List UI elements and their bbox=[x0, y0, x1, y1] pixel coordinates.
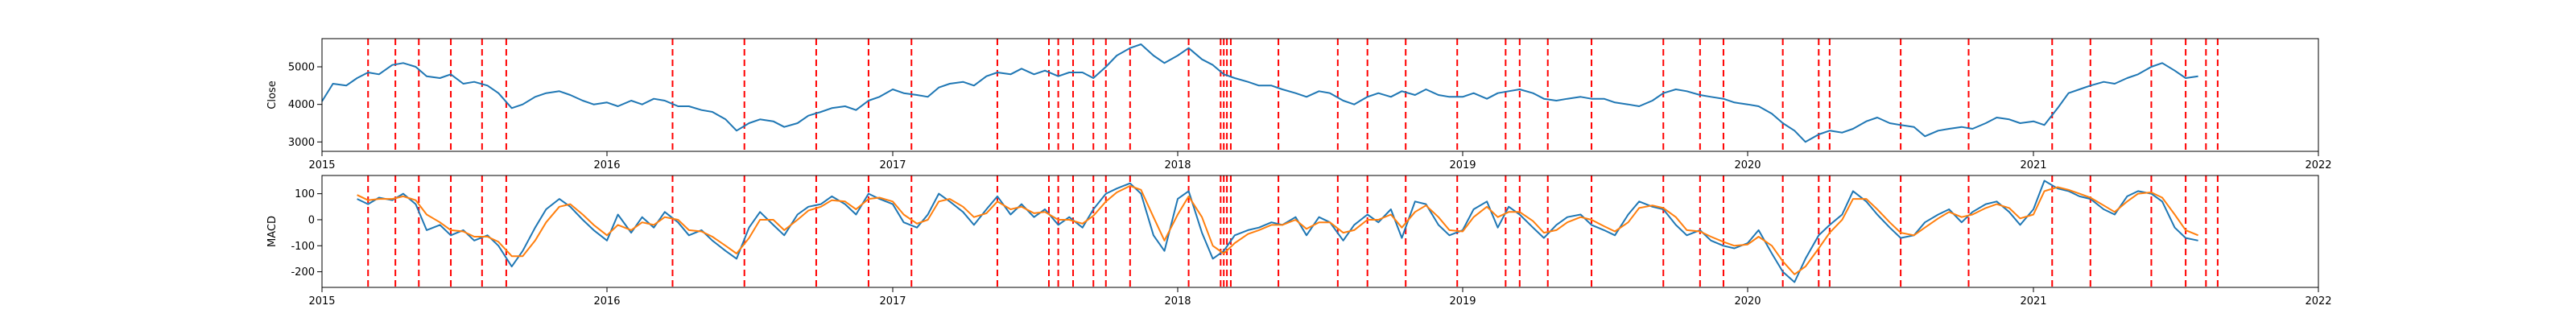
y-tick-label: 3000 bbox=[288, 137, 315, 149]
x-tick-label: 2021 bbox=[2020, 159, 2046, 171]
close-series-line bbox=[321, 43, 2198, 143]
x-tick-label: 2018 bbox=[1164, 295, 1191, 308]
plot-frame bbox=[321, 38, 2319, 152]
y-tick-label: -200 bbox=[291, 266, 315, 279]
y-tick-label: 4000 bbox=[288, 99, 315, 111]
signal-series-line bbox=[357, 184, 2198, 275]
x-tick-label: 2015 bbox=[308, 159, 335, 171]
x-tick-label: 2018 bbox=[1164, 159, 1191, 171]
x-tick-label: 2019 bbox=[1449, 295, 1476, 308]
x-tick-label: 2019 bbox=[1449, 159, 1476, 171]
close-price-panel: 2015 2016 2017 2018 2019 2020 2021 2022 3000 4000… bbox=[266, 38, 2332, 171]
event-lines bbox=[367, 39, 2219, 151]
y-axis-label: MACD bbox=[266, 216, 279, 247]
plot-frame bbox=[321, 175, 2319, 288]
event-lines bbox=[367, 175, 2219, 287]
y-tick-label: 100 bbox=[295, 188, 315, 200]
y-tick-label: -100 bbox=[291, 241, 315, 253]
x-tick-label: 2020 bbox=[1734, 159, 1761, 171]
macd-series-line bbox=[357, 180, 2198, 283]
x-tick-label: 2017 bbox=[879, 295, 906, 308]
x-tick-label: 2017 bbox=[879, 159, 906, 171]
x-tick-label: 2016 bbox=[593, 159, 620, 171]
x-tick-label: 2016 bbox=[593, 295, 620, 308]
y-tick-label: 5000 bbox=[288, 62, 315, 74]
x-tick-label: 2021 bbox=[2020, 295, 2046, 308]
y-tick-label: 0 bbox=[308, 214, 315, 226]
x-tick-label: 2015 bbox=[308, 295, 335, 308]
x-tick-label: 2022 bbox=[2305, 159, 2331, 171]
macd-panel: 2015 2016 2017 2018 2019 2020 2021 2022 -200 -100… bbox=[266, 175, 2332, 308]
y-axis-label: Close bbox=[266, 80, 279, 109]
x-tick-label: 2022 bbox=[2305, 295, 2331, 308]
x-tick-label: 2020 bbox=[1734, 295, 1761, 308]
